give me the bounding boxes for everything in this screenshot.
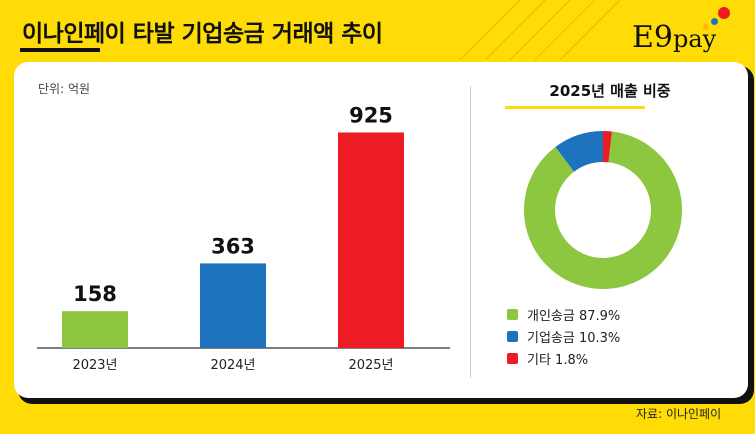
legend-label: 개인송금 87.9% <box>527 308 621 324</box>
bar-value-label: 158 <box>73 282 117 306</box>
legend-label: 기업송금 10.3% <box>527 330 621 346</box>
donut-title-underline <box>505 106 645 109</box>
x-tick-label: 2024년 <box>210 358 255 373</box>
donut-slice <box>524 131 683 290</box>
logo-sub-text: pay <box>673 25 717 53</box>
bar-value-label: 363 <box>211 234 255 258</box>
legend-swatch-blue <box>507 330 518 342</box>
legend-item: 개인송금 87.9% <box>507 303 620 325</box>
legend-label: 기타 1.8% <box>527 352 589 368</box>
decorative-lines <box>459 0 621 60</box>
logo-dot-red <box>718 7 730 19</box>
x-tick-label: 2025년 <box>348 358 393 373</box>
donut-slice <box>603 131 612 163</box>
legend-swatch-green <box>507 308 518 320</box>
logo-dot-blue <box>711 18 718 25</box>
page-title: 이나인페이 타발 기업송금 거래액 추이 <box>22 21 383 47</box>
legend-item: 기타 1.8% <box>507 347 620 369</box>
bar <box>200 263 266 348</box>
legend-swatch-red <box>507 352 518 364</box>
source-label: 자료: 이나인페이 <box>636 407 722 421</box>
logo-dot-yellow <box>703 24 709 30</box>
brand-logo: E9pay <box>632 7 742 66</box>
unit-label: 단위: 억원 <box>38 82 91 96</box>
legend-item: 기업송금 10.3% <box>507 325 620 347</box>
bar <box>62 311 128 348</box>
donut-slice <box>555 131 603 172</box>
panel-divider <box>470 86 471 378</box>
donut-legend: 개인송금 87.9% 기업송금 10.3% 기타 1.8% <box>507 303 620 369</box>
bar <box>338 132 404 348</box>
title-underline <box>20 48 100 52</box>
donut-chart-title: 2025년 매출 비중 <box>549 82 671 100</box>
bar-value-label: 925 <box>349 103 393 127</box>
x-tick-label: 2023년 <box>72 358 117 373</box>
logo-main-text: E9 <box>632 20 673 55</box>
